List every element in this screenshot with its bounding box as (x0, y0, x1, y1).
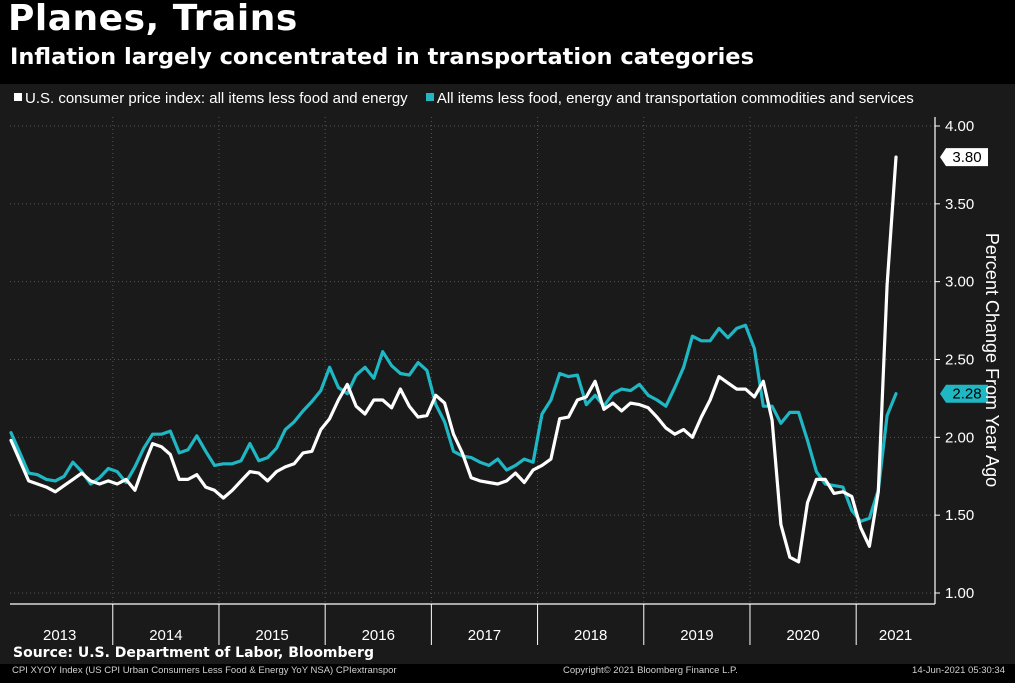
y-tick-label: 3.00 (945, 274, 974, 291)
callout-box (940, 148, 988, 167)
grid-layer (10, 117, 935, 604)
source-note: Source: U.S. Department of Labor, Bloomb… (13, 645, 374, 661)
y-tick-label: 4.00 (945, 118, 974, 135)
callout-value: 2.28 (952, 386, 981, 403)
footer-copyright: Copyright© 2021 Bloomberg Finance L.P. (563, 665, 738, 676)
callout-ex-transport: 2.28 (940, 384, 988, 403)
legend: U.S. consumer price index: all items les… (14, 90, 928, 107)
chart-subtitle: Inflation largely concentrated in transp… (10, 44, 754, 70)
legend-item-core-cpi: U.S. consumer price index: all items les… (14, 90, 408, 107)
legend-label-ex-transport: All items less food, energy and transpor… (436, 90, 914, 107)
y-tick-label: 2.00 (945, 429, 974, 446)
chart-title: Planes, Trains (8, 0, 298, 39)
y-tick-label: 1.50 (945, 507, 974, 524)
y-tick-label: 1.00 (945, 585, 974, 602)
x-year-label: 2015 (255, 627, 288, 644)
x-year-label: 2019 (680, 627, 713, 644)
x-year-label: 2018 (574, 627, 607, 644)
source-bar (0, 645, 1015, 664)
series-line-ex-transport (9, 323, 898, 524)
x-year-label: 2013 (43, 627, 76, 644)
callout-core-cpi: 3.80 (940, 148, 988, 167)
legend-label-core-cpi: U.S. consumer price index: all items les… (25, 90, 408, 107)
series-line-core-cpi (9, 155, 898, 564)
y-axis-label: Percent Change From Year Ago (982, 233, 1002, 487)
callout-box (940, 384, 988, 403)
footer-timestamp: 14-Jun-2021 05:30:34 (912, 665, 1005, 676)
x-year-label: 2021 (879, 627, 912, 644)
label-layer: 4.00 3.50 3.00 2.50 2.00 1.50 1.00 2013 2014 2015… (43, 118, 988, 644)
axis-layer (10, 117, 940, 648)
y-tick-label: 2.50 (945, 352, 974, 369)
series-layer (9, 155, 898, 564)
x-year-label: 2014 (149, 627, 182, 644)
legend-swatch-teal (425, 93, 434, 101)
x-year-label: 2017 (468, 627, 501, 644)
legend-swatch-white (14, 93, 22, 101)
legend-item-ex-transport: All items less food, energy and transpor… (425, 90, 914, 107)
footer-ticker: CPI XYOY Index (US CPI Urban Consumers L… (12, 665, 397, 676)
chart-panel (0, 84, 1015, 664)
y-tick-label: 3.50 (945, 196, 974, 213)
x-year-label: 2016 (362, 627, 395, 644)
x-year-label: 2020 (786, 627, 819, 644)
callout-value: 3.80 (952, 149, 981, 166)
